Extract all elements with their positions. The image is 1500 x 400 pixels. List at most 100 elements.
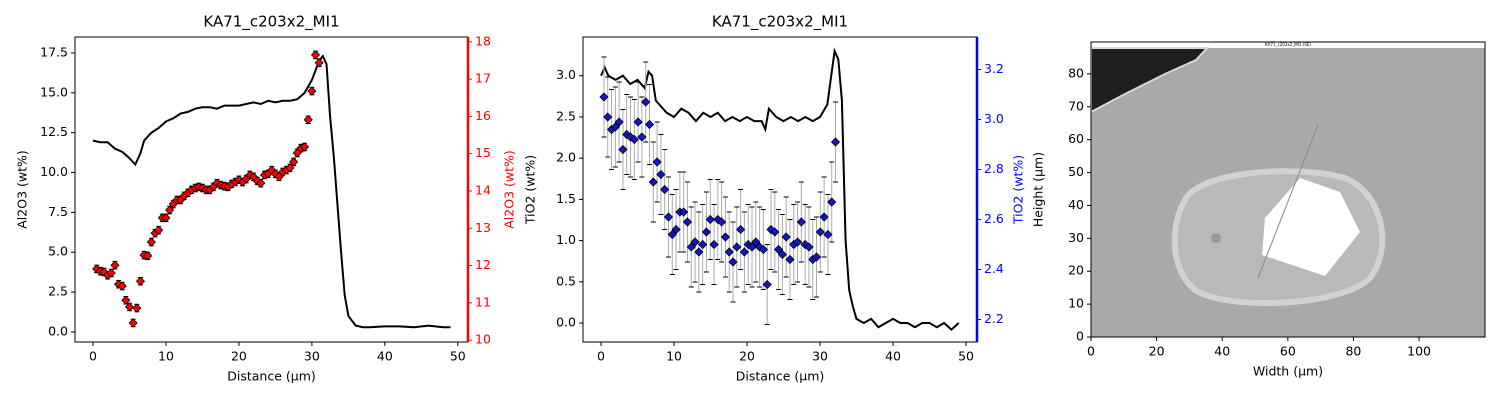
- data-point: [694, 247, 704, 257]
- data-point: [663, 212, 674, 222]
- y-tick-label: 80: [1068, 65, 1084, 80]
- y2-axis-label: Al2O3 (wt%): [502, 150, 517, 229]
- y-tick-label: 0.0: [48, 323, 68, 338]
- data-point: [758, 244, 768, 255]
- data-point: [633, 117, 643, 127]
- data-point: [618, 144, 628, 155]
- y-tick-label: 2.5: [48, 284, 68, 299]
- x-axis-label: Width (µm): [1253, 364, 1323, 379]
- image-spot: [1211, 233, 1221, 243]
- y-tick-label: 20: [1068, 263, 1084, 278]
- data-point: [135, 276, 146, 286]
- data-point: [154, 225, 164, 235]
- data-point: [736, 224, 746, 235]
- y2-tick-label: 11: [475, 294, 491, 309]
- x-tick-label: 10: [158, 349, 174, 364]
- y2-axis-label: TiO2 (wt%): [1011, 155, 1026, 225]
- data-point: [117, 281, 127, 291]
- image-header: [1091, 42, 1485, 48]
- data-point: [652, 157, 662, 167]
- data-point: [827, 197, 837, 207]
- y-tick-label: 17.5: [40, 44, 68, 59]
- image-caption: KA71_c203x2_MI1 (SE): [1265, 42, 1311, 47]
- data-line: [600, 47, 960, 331]
- x-tick-label: 50: [958, 349, 974, 364]
- data-point: [165, 205, 175, 215]
- data-line: [92, 54, 451, 329]
- x-tick-label: 20: [1149, 344, 1165, 359]
- data-point: [732, 242, 742, 252]
- dark-region: [1091, 47, 1210, 114]
- x-tick-label: 50: [450, 349, 466, 364]
- y-tick-label: 70: [1068, 98, 1084, 113]
- data-point: [755, 242, 765, 252]
- y-tick-label: 10: [1068, 296, 1084, 311]
- data-point: [690, 237, 700, 247]
- data-point: [303, 115, 313, 125]
- data-point: [705, 214, 715, 225]
- data-point: [644, 119, 655, 130]
- y2-tick-label: 17: [475, 71, 491, 86]
- y2-tick-label: 2.6: [984, 211, 1004, 226]
- y2-tick-label: 15: [475, 145, 491, 160]
- data-point: [724, 247, 734, 257]
- y-tick-label: 10.0: [40, 164, 68, 179]
- y-tick-label: 1.5: [556, 191, 576, 206]
- data-point: [739, 247, 749, 257]
- y2-tick-label: 13: [475, 220, 491, 235]
- inclusion-core: [1262, 178, 1360, 276]
- data-point: [314, 58, 324, 68]
- data-point: [106, 268, 116, 278]
- data-point: [132, 303, 142, 313]
- data-point: [128, 318, 138, 328]
- data-point: [823, 229, 833, 240]
- data-point: [614, 117, 624, 127]
- data-point: [762, 279, 772, 290]
- x-tick-label: 30: [812, 349, 828, 364]
- y2-tick-label: 18: [475, 33, 491, 48]
- data-point: [747, 242, 757, 252]
- data-point: [713, 214, 723, 225]
- y-tick-label: 30: [1068, 230, 1084, 245]
- data-point: [124, 302, 135, 312]
- y-tick-label: 40: [1068, 197, 1084, 212]
- data-point: [110, 260, 120, 270]
- data-point: [792, 237, 803, 247]
- x-tick-label: 40: [1214, 344, 1230, 359]
- data-point: [660, 184, 670, 195]
- data-point: [121, 295, 131, 305]
- data-point: [709, 239, 719, 250]
- y-tick-label: 2.0: [556, 150, 576, 165]
- x-tick-label: 0: [1087, 344, 1095, 359]
- data-point: [770, 227, 780, 237]
- y-tick-label: 12.5: [40, 124, 68, 139]
- y-tick-label: 0.5: [556, 273, 576, 288]
- data-point: [751, 237, 761, 247]
- y-tick-label: 50: [1068, 164, 1084, 179]
- y-tick-label: 3.0: [556, 67, 576, 82]
- plot-area: [92, 50, 451, 329]
- x-tick-label: 100: [1407, 344, 1431, 359]
- data-point: [804, 242, 814, 252]
- data-point: [641, 97, 651, 107]
- data-point: [648, 177, 658, 187]
- data-point: [811, 252, 822, 262]
- x-tick-label: 20: [739, 349, 755, 364]
- data-point: [307, 86, 317, 96]
- x-tick-label: 0: [89, 349, 97, 364]
- data-point: [682, 217, 693, 227]
- y-axis-label: Height (µm): [1031, 152, 1046, 227]
- x-tick-label: 0: [597, 349, 605, 364]
- y2-tick-label: 14: [475, 182, 491, 197]
- data-point: [777, 249, 787, 260]
- data-point: [796, 217, 806, 227]
- data-point: [815, 227, 825, 237]
- y2-tick-label: 16: [475, 108, 491, 123]
- y2-tick-label: 3.2: [984, 61, 1004, 76]
- transect-line: [1257, 124, 1319, 279]
- x-tick-label: 60: [1280, 344, 1296, 359]
- data-point: [603, 112, 613, 122]
- axes-frame: [582, 36, 978, 343]
- y-tick-label: 1.0: [556, 232, 576, 247]
